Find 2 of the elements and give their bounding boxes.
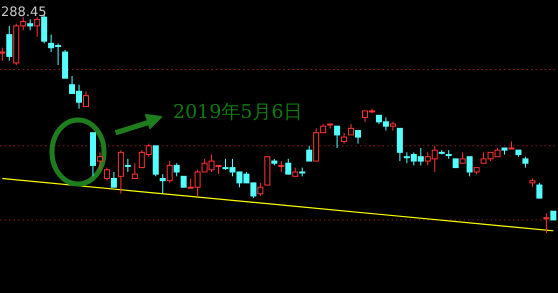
annotation: 2019年5月6日 [173,101,303,123]
annotation: 288.45 [1,5,46,20]
